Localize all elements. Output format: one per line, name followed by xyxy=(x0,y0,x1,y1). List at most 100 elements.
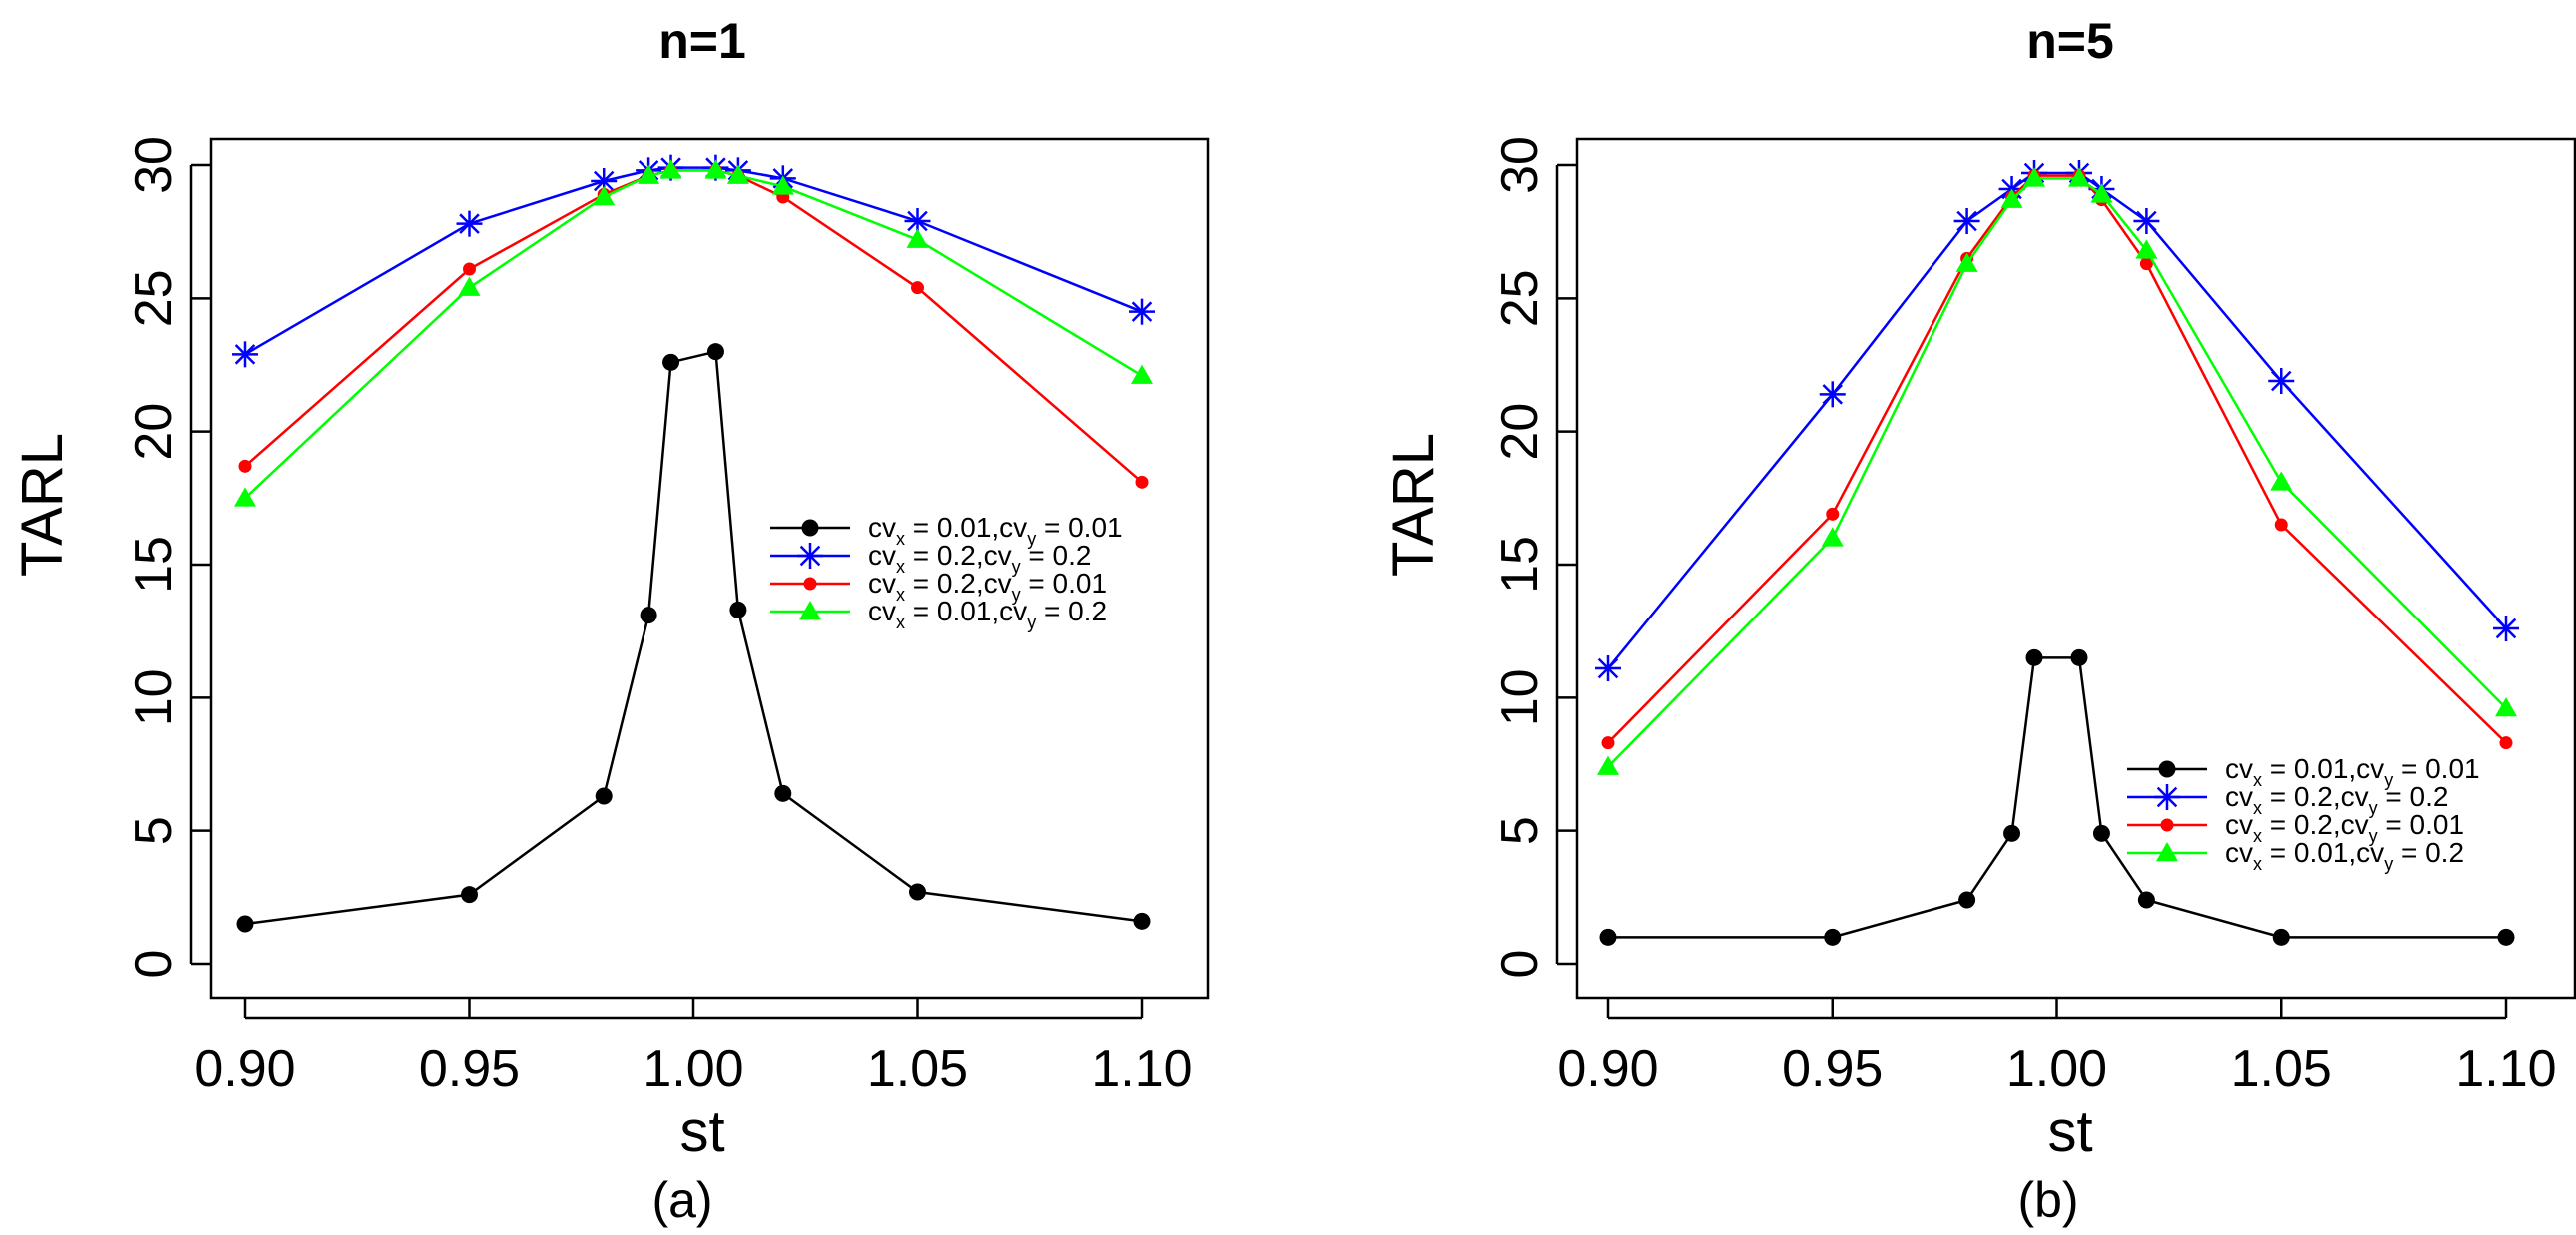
series-line xyxy=(1607,174,2507,744)
data-point xyxy=(2495,697,2517,717)
legend-label: cvx = 0.2,cvy = 0.01 xyxy=(2225,809,2464,846)
legend-marker xyxy=(2160,818,2174,832)
data-point xyxy=(2270,471,2293,491)
legend-marker xyxy=(2154,784,2180,810)
y-tick-label: 30 xyxy=(1491,136,1549,194)
data-point xyxy=(726,164,749,184)
x-tick-label: 1.00 xyxy=(643,1040,743,1098)
chart-panel-2: n=5 0.90 0.95 1.00 1.05 1.10 0 5 10 15 20 25 30 st TAR… xyxy=(1381,13,2576,1228)
data-point xyxy=(906,228,929,248)
legend-marker xyxy=(799,601,821,620)
data-point xyxy=(2268,368,2295,394)
data-point xyxy=(2003,824,2021,842)
data-point xyxy=(2023,167,2046,187)
legend-label: cvx = 0.01,cvy = 0.01 xyxy=(868,512,1123,549)
legend-subscript: y xyxy=(2369,798,2378,818)
y-axis-label: TARL xyxy=(10,433,75,577)
y-axis-label: TARL xyxy=(1381,433,1446,577)
data-point xyxy=(2272,928,2290,946)
legend-text: = 0.2 xyxy=(2378,781,2449,812)
data-point xyxy=(593,186,616,206)
legend-text: = 0.01 xyxy=(2393,753,2479,784)
y-tick-label: 10 xyxy=(125,668,183,726)
data-point xyxy=(1599,928,1617,946)
legend-marker xyxy=(801,519,819,537)
data-point xyxy=(1135,475,1149,489)
legend-text: = 0.2 xyxy=(1036,596,1107,626)
x-tick-label: 0.95 xyxy=(419,1040,520,1098)
legend-subscript: x xyxy=(896,529,905,549)
legend-text: = 0.01,cv xyxy=(2262,753,2384,784)
data-point xyxy=(771,175,794,195)
legend-text: = 0.2,cv xyxy=(905,540,1012,571)
legend-subscript: x xyxy=(2253,854,2262,874)
legend-label: cvx = 0.01,cvy = 0.2 xyxy=(868,596,1107,632)
legend-text: = 0.01,cv xyxy=(905,512,1027,543)
legend-subscript: x xyxy=(2253,826,2262,846)
legend-subscript: y xyxy=(1027,529,1036,549)
data-point xyxy=(2067,167,2090,187)
data-point xyxy=(911,281,924,295)
y-tick-label: 25 xyxy=(125,269,183,327)
data-point xyxy=(1953,208,1980,234)
legend-text: = 0.2,cv xyxy=(2262,809,2369,840)
legend-item: cvx = 0.01,cvy = 0.01 xyxy=(2127,753,2480,790)
data-point xyxy=(595,787,613,805)
legend-subscript: y xyxy=(2369,826,2378,846)
series-1 xyxy=(236,343,1151,933)
x-axis-label: st xyxy=(2047,1099,2092,1164)
series-3 xyxy=(238,163,1149,489)
x-axis-label: st xyxy=(679,1099,724,1164)
data-point xyxy=(638,164,660,184)
data-point xyxy=(1819,381,1846,408)
x-tick-label: 0.90 xyxy=(1557,1040,1658,1098)
series-4 xyxy=(234,159,1153,507)
legend-text: cv xyxy=(2225,781,2253,812)
data-point xyxy=(2090,183,2113,203)
data-point xyxy=(774,784,792,802)
series-2 xyxy=(232,154,1155,368)
data-point xyxy=(2070,648,2088,666)
data-point xyxy=(234,487,256,507)
data-point xyxy=(2092,824,2110,842)
legend-text: = 0.2 xyxy=(1021,540,1092,571)
y-tick-label: 30 xyxy=(125,136,183,194)
legend-subscript: y xyxy=(2384,770,2393,790)
y-tick-label: 20 xyxy=(125,403,183,461)
plot-frame xyxy=(1575,137,2576,1000)
data-point xyxy=(232,341,258,368)
y-tick-label: 5 xyxy=(125,816,183,845)
plot-frame xyxy=(209,137,1210,1000)
data-point xyxy=(1958,891,1976,909)
legend-label: cvx = 0.2,cvy = 0.2 xyxy=(2225,781,2448,818)
legend-subscript: x xyxy=(896,557,905,577)
data-point xyxy=(1601,736,1615,750)
legend-text: = 0.01 xyxy=(2378,809,2464,840)
data-point xyxy=(640,607,657,624)
data-point xyxy=(1824,928,1842,946)
data-point xyxy=(1821,527,1844,547)
data-point xyxy=(662,353,680,371)
legend-subscript: x xyxy=(896,585,905,605)
legend-marker xyxy=(2158,760,2176,778)
legend-subscript: x xyxy=(2253,770,2262,790)
y-tick-label: 10 xyxy=(1491,668,1549,726)
legend-subscript: y xyxy=(2384,854,2393,874)
data-point xyxy=(2025,648,2043,666)
y-tick-label: 25 xyxy=(1491,269,1549,327)
data-point xyxy=(1133,912,1151,930)
series-2 xyxy=(1595,160,2519,681)
data-point xyxy=(704,159,727,179)
legend-marker xyxy=(2156,842,2178,862)
legend-text: = 0.01,cv xyxy=(905,596,1027,626)
legend-label: cvx = 0.2,cvy = 0.2 xyxy=(868,540,1091,577)
chart-title: n=1 xyxy=(658,13,746,69)
legend-marker xyxy=(803,577,817,591)
legend-text: = 0.01,cv xyxy=(2262,837,2384,868)
legend-text: = 0.2,cv xyxy=(905,568,1012,599)
data-point xyxy=(2274,518,2288,532)
data-point xyxy=(238,459,252,473)
